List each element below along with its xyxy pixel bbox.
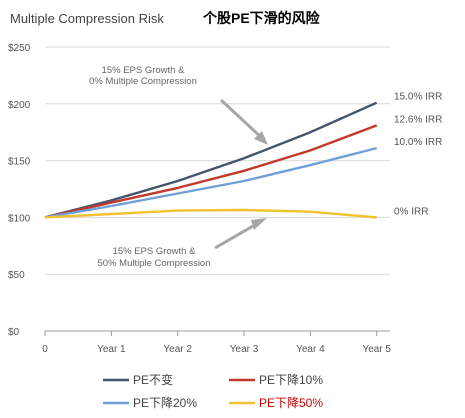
legend-label-1: PE下降10% <box>259 373 323 387</box>
y-tick-label: $50 <box>8 270 25 281</box>
annotation-bottom-arrow <box>214 220 261 250</box>
y-axis: $250 $200 $150 $100 $50 $0 <box>8 43 31 338</box>
annotation-bottom-line2: 50% Multiple Compression <box>98 258 211 269</box>
annotation-top-arrow <box>219 98 265 141</box>
y-tick-label: $150 <box>8 157 31 168</box>
y-tick-label: $200 <box>8 100 31 111</box>
x-tick-label: Year 4 <box>296 344 325 355</box>
x-axis: 0 Year 1 Year 2 Year 3 Year 4 Year 5 <box>42 331 391 355</box>
legend-label-2: PE下降20% <box>133 396 197 410</box>
series-line-0 <box>44 101 378 219</box>
x-tick-label: Year 3 <box>230 344 259 355</box>
x-tick-label: Year 5 <box>362 344 391 355</box>
annotation-bottom-line1: 15% EPS Growth & <box>113 246 197 257</box>
annotation-top-line1: 15% EPS Growth & <box>102 65 186 76</box>
irr-label-3: 0% IRR <box>394 206 428 217</box>
y-tick-label: $250 <box>8 43 31 54</box>
series-lines <box>44 101 378 219</box>
annotation-bottom: 15% EPS Growth & 50% Multiple Compressio… <box>98 218 267 269</box>
chart-subtitle: 个股PE下滑的风险 <box>202 10 321 26</box>
series-line-2 <box>44 146 377 219</box>
grid <box>45 46 390 332</box>
annotation-top-line2: 0% Multiple Compression <box>89 76 197 87</box>
series-line-3 <box>44 208 377 219</box>
annotation-top: 15% EPS Growth & 0% Multiple Compression <box>89 65 268 145</box>
x-tick-label: Year 1 <box>97 344 126 355</box>
irr-labels: 15.0% IRR 12.6% IRR 10.0% IRR 0% IRR <box>394 92 442 218</box>
irr-label-2: 10.0% IRR <box>394 137 442 148</box>
y-tick-label: $0 <box>8 327 20 338</box>
irr-label-1: 12.6% IRR <box>394 114 442 125</box>
legend: PE不变 PE下降10% PE下降20% PE下降50% <box>103 372 323 410</box>
x-tick-label: 0 <box>42 344 48 355</box>
chart-title: Multiple Compression Risk <box>10 11 164 26</box>
irr-label-0: 15.0% IRR <box>394 92 442 103</box>
x-tick-label: Year 2 <box>163 344 192 355</box>
legend-label-3: PE下降50% <box>259 396 323 410</box>
series-line-1 <box>44 124 378 219</box>
y-tick-label: $100 <box>8 213 31 224</box>
annotation-top-arrowhead <box>254 131 268 145</box>
annotation-bottom-arrowhead <box>251 218 267 230</box>
legend-label-0: PE不变 <box>133 372 173 387</box>
